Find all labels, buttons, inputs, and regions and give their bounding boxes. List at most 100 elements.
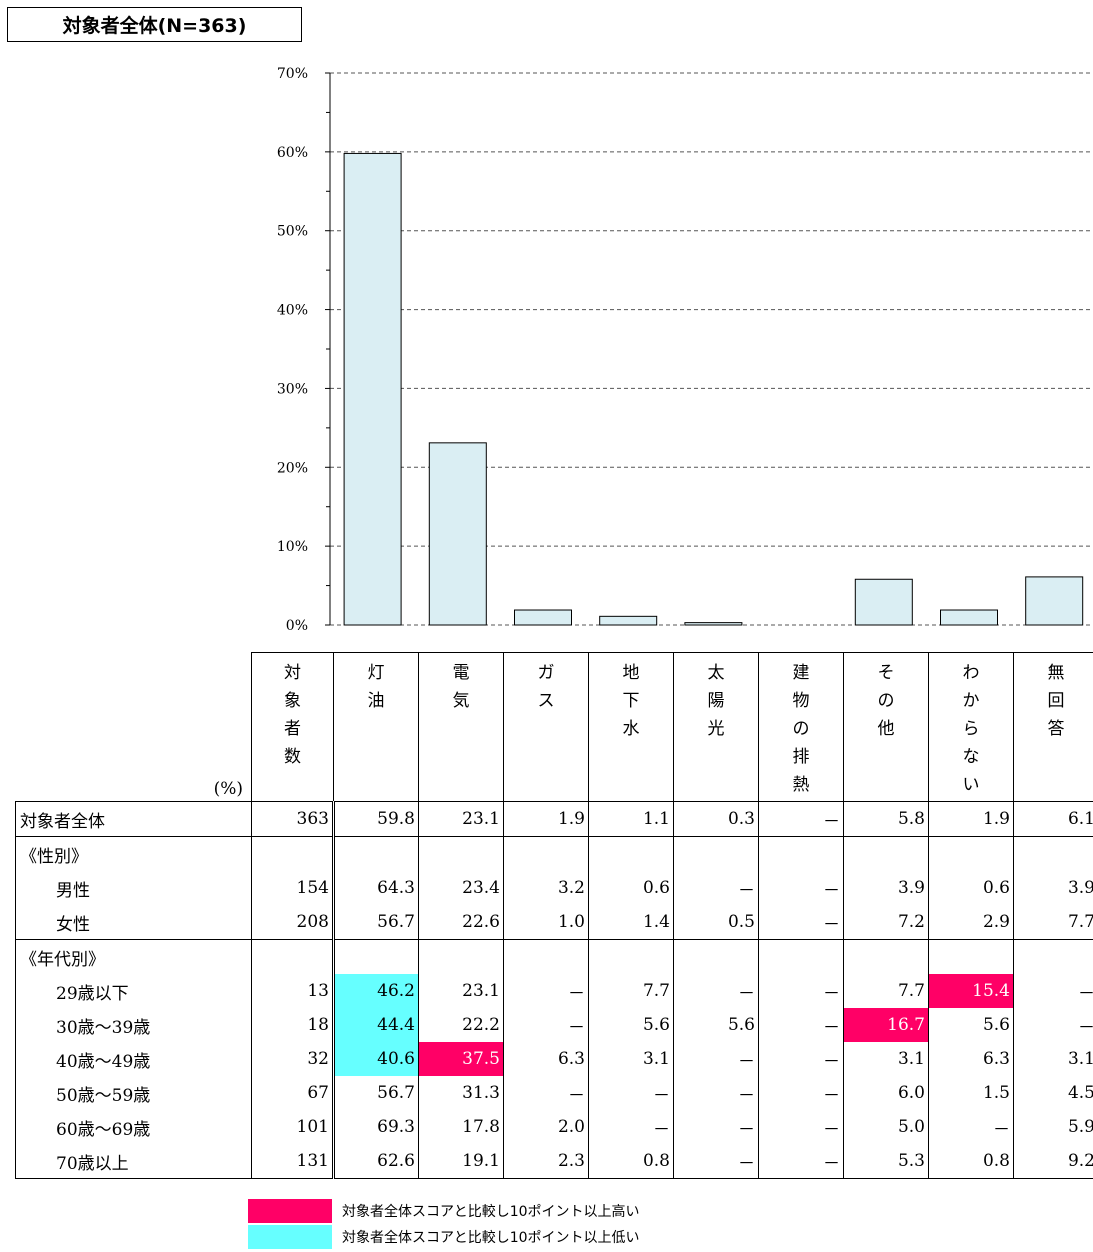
table-cell: 69.3 xyxy=(333,1110,419,1144)
table-cell: － xyxy=(758,1110,844,1144)
table-cell: － xyxy=(758,905,844,940)
data-table: (%) 対象者数 灯油 電気 ガス 地下水 太陽光 建物の排熱 その他 わからない 無回答 対象者全体… xyxy=(15,652,1093,1179)
table-cell: － xyxy=(503,1076,589,1110)
table-cell: 59.8 xyxy=(333,801,419,837)
table-cell: － xyxy=(1013,974,1093,1008)
table-cell: 3.1 xyxy=(588,1042,674,1076)
chart-title: 対象者全体(N=363) xyxy=(7,7,302,42)
table-cell: 1.9 xyxy=(928,801,1014,837)
table-row: 女性 208 56.7 22.6 1.0 1.4 0.5 － 7.2 2.9 7.7 xyxy=(15,905,1093,940)
table-cell: 16.7 xyxy=(843,1008,929,1042)
row-label: 男性 xyxy=(15,871,252,905)
table-cell xyxy=(503,836,589,871)
table-cell xyxy=(333,939,419,974)
table-cell: 2.3 xyxy=(503,1144,589,1179)
table-cell: － xyxy=(673,1110,759,1144)
table-cell: － xyxy=(588,1076,674,1110)
bar-4 xyxy=(599,615,658,626)
table-cell xyxy=(843,939,929,974)
row-label: 《性別》 xyxy=(15,836,252,871)
table-cell: 5.6 xyxy=(673,1008,759,1042)
column-header: 建物の排熱 xyxy=(758,652,844,802)
table-cell: 2.0 xyxy=(503,1110,589,1144)
table-cell: 5.0 xyxy=(843,1110,929,1144)
table-cell: 32 xyxy=(251,1042,335,1076)
table-cell: 64.3 xyxy=(333,871,419,905)
table-cell: 363 xyxy=(251,801,335,837)
table-cell: 0.8 xyxy=(928,1144,1014,1179)
table-cell: 23.4 xyxy=(418,871,504,905)
column-header: その他 xyxy=(843,652,929,802)
table-cell: 1.0 xyxy=(503,905,589,940)
bar-chart: 0% 10% 20% 30% 40% 50% 60% 70% xyxy=(277,66,1093,634)
row-label: 60歳～69歳 xyxy=(15,1110,252,1144)
row-label: 29歳以下 xyxy=(15,974,252,1008)
group-row: 《年代別》 xyxy=(15,939,1093,974)
table-cell: 2.9 xyxy=(928,905,1014,940)
table-cell: 1.1 xyxy=(588,801,674,837)
table-cell: 6.3 xyxy=(503,1042,589,1076)
y-tick-label: 50% xyxy=(277,224,308,240)
row-label: 40歳～49歳 xyxy=(15,1042,252,1076)
table-cell: 0.3 xyxy=(673,801,759,837)
table-cell: － xyxy=(758,871,844,905)
table-cell: － xyxy=(928,1110,1014,1144)
table-cell: 3.1 xyxy=(843,1042,929,1076)
table-cell: 19.1 xyxy=(418,1144,504,1179)
column-header: ガス xyxy=(503,652,589,802)
table-cell: 22.6 xyxy=(418,905,504,940)
table-cell: 0.5 xyxy=(673,905,759,940)
table-cell: 9.2 xyxy=(1013,1144,1093,1179)
table-cell xyxy=(503,939,589,974)
table-cell xyxy=(673,836,759,871)
table-cell: 5.3 xyxy=(843,1144,929,1179)
table-cell: 1.4 xyxy=(588,905,674,940)
y-tick-label: 10% xyxy=(277,539,308,555)
table-cell: － xyxy=(673,1076,759,1110)
table-cell xyxy=(333,836,419,871)
table-cell: 1.9 xyxy=(503,801,589,837)
table-cell: － xyxy=(758,1042,844,1076)
row-label: 50歳～59歳 xyxy=(15,1076,252,1110)
legend-low: 対象者全体スコアと比較し10ポイント以上低い xyxy=(248,1225,640,1249)
row-label: 《年代別》 xyxy=(15,939,252,974)
table-cell: － xyxy=(673,974,759,1008)
column-header: 灯油 xyxy=(333,652,419,802)
table-cell xyxy=(673,939,759,974)
table-cell xyxy=(843,836,929,871)
unit-label: (%) xyxy=(15,652,252,802)
table-cell: 154 xyxy=(251,871,335,905)
table-cell: 56.7 xyxy=(333,1076,419,1110)
row-label: 70歳以上 xyxy=(15,1144,252,1179)
table-cell: 101 xyxy=(251,1110,335,1144)
table-row: 対象者全体 363 59.8 23.1 1.9 1.1 0.3 － 5.8 1.9 6.1 xyxy=(15,801,1093,837)
table-cell xyxy=(928,836,1014,871)
table-cell xyxy=(251,939,335,974)
table-cell: － xyxy=(673,1042,759,1076)
table-cell xyxy=(418,939,504,974)
bar-9 xyxy=(1025,576,1084,626)
table-cell: 37.5 xyxy=(418,1042,504,1076)
table-cell: － xyxy=(588,1110,674,1144)
table-cell: 23.1 xyxy=(418,801,504,837)
bar-3 xyxy=(514,609,572,626)
bar-2 xyxy=(428,442,487,626)
row-label: 対象者全体 xyxy=(15,801,252,837)
table-cell: － xyxy=(503,974,589,1008)
table-cell xyxy=(588,939,674,974)
y-tick-label: 40% xyxy=(277,303,308,319)
y-tick-label: 20% xyxy=(277,460,308,476)
table-cell: 62.6 xyxy=(333,1144,419,1179)
table-cell: － xyxy=(758,974,844,1008)
table-cell: 40.6 xyxy=(333,1042,419,1076)
legend-high: 対象者全体スコアと比較し10ポイント以上高い xyxy=(248,1199,640,1223)
table-row: 60歳～69歳 101 69.3 17.8 2.0 －－－ 5.0 － 5.9 xyxy=(15,1110,1093,1144)
table-cell: 3.9 xyxy=(1013,871,1093,905)
table-cell: 7.7 xyxy=(588,974,674,1008)
table-cell: － xyxy=(1013,1008,1093,1042)
table-cell: 5.9 xyxy=(1013,1110,1093,1144)
table-cell: 3.9 xyxy=(843,871,929,905)
column-header: 無回答 xyxy=(1013,652,1093,802)
